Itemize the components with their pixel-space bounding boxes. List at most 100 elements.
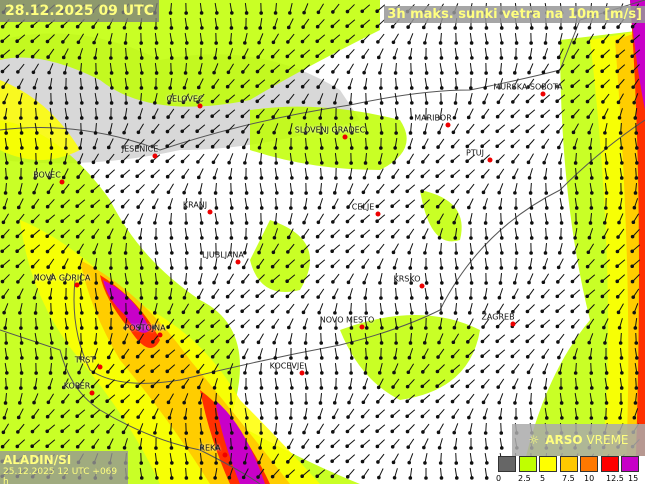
wind-arrow-head	[485, 57, 488, 60]
wind-arrow-head	[17, 431, 20, 434]
wind-arrow-head	[19, 312, 22, 315]
wind-arrow-head	[318, 101, 321, 104]
wind-arrow-head	[79, 72, 82, 75]
wind-arrow-head	[259, 447, 262, 450]
brand-name: ARSO	[545, 433, 582, 447]
wind-arrow-head	[32, 206, 35, 209]
wind-arrow-head	[500, 237, 503, 240]
wind-arrow-head	[601, 55, 604, 58]
wind-arrow-head	[392, 41, 395, 44]
wind-arrow-head	[530, 207, 533, 210]
wind-arrow-head	[184, 417, 187, 420]
wind-arrow-head	[155, 237, 158, 240]
wind-arrow-head	[361, 10, 364, 13]
wind-arrow-head	[107, 146, 110, 149]
wind-arrow-head	[350, 117, 353, 120]
wind-arrow-head	[228, 56, 231, 59]
wind-arrow-head	[514, 72, 517, 75]
wind-arrow-head	[169, 222, 172, 225]
wind-arrow-head	[485, 27, 488, 30]
wind-arrow-head	[3, 101, 6, 104]
wind-arrow-head	[245, 177, 248, 180]
wind-arrow-head	[376, 205, 379, 208]
wind-arrow-head	[242, 266, 245, 269]
wind-arrow-head	[184, 72, 187, 75]
wind-arrow-head	[211, 100, 214, 103]
brand-sub: VREME	[586, 433, 628, 447]
wind-arrow-head	[258, 356, 261, 359]
city-marker	[446, 123, 451, 128]
wind-arrow-head	[557, 71, 560, 74]
wind-arrow-head	[378, 476, 381, 479]
wind-arrow-head	[276, 192, 279, 195]
wind-arrow-head	[482, 116, 485, 119]
wind-arrow-head	[197, 161, 200, 164]
wind-arrow-head	[184, 282, 187, 285]
wind-arrow-head	[544, 252, 547, 255]
wind-arrow-head	[363, 386, 366, 389]
wind-arrow-head	[528, 386, 531, 389]
wind-arrow-head	[466, 370, 469, 373]
wind-arrow-head	[586, 100, 589, 103]
wind-arrow-head	[526, 115, 529, 118]
wind-arrow-head	[544, 42, 547, 45]
wind-arrow-head	[91, 400, 94, 403]
wind-arrow-head	[124, 42, 127, 45]
wind-arrow-head	[376, 235, 379, 238]
wind-arrow-head	[182, 176, 185, 179]
wind-arrow-head	[515, 207, 518, 210]
wind-arrow-head	[246, 207, 249, 210]
wind-arrow-head	[121, 160, 124, 163]
wind-arrow-head	[1, 250, 4, 253]
wind-arrow-head	[346, 250, 349, 253]
wind-arrow-head	[286, 280, 289, 283]
wind-arrow-head	[76, 220, 79, 223]
wind-arrow-head	[92, 161, 95, 164]
wind-arrow-head	[108, 446, 111, 449]
wind-arrow-head	[154, 432, 157, 435]
wind-arrow-head	[242, 131, 245, 134]
wind-arrow-head	[604, 342, 607, 345]
wind-arrow-head	[76, 430, 79, 433]
wind-arrow-head	[155, 297, 158, 300]
wind-arrow-head	[169, 297, 172, 300]
wind-arrow-head	[467, 401, 470, 404]
wind-arrow-head	[211, 355, 214, 358]
wind-arrow-head	[256, 70, 259, 73]
wind-arrow-head	[589, 147, 592, 150]
wind-arrow-head	[500, 267, 503, 270]
wind-arrow-head	[137, 341, 140, 344]
wind-arrow-head	[362, 56, 365, 59]
wind-arrow-head	[408, 251, 411, 254]
wind-arrow-head	[395, 297, 398, 300]
wind-arrow-head	[331, 250, 334, 253]
wind-arrow-head	[635, 132, 638, 135]
wind-arrow-head	[80, 327, 83, 330]
wind-arrow-head	[78, 371, 81, 374]
wind-arrow-head	[542, 281, 545, 284]
wind-arrow-head	[260, 12, 263, 15]
wind-arrow-head	[545, 402, 548, 405]
city-marker	[198, 104, 203, 109]
wind-arrow-head	[481, 385, 484, 388]
wind-arrow-head	[422, 356, 425, 359]
wind-arrow-head	[451, 385, 454, 388]
wind-arrow-head	[199, 72, 202, 75]
wind-arrow-head	[34, 102, 37, 105]
wind-arrow-head	[62, 56, 65, 59]
wind-arrow-head	[485, 267, 488, 270]
wind-arrow-head	[391, 430, 394, 433]
wind-arrow-head	[126, 282, 129, 285]
wind-arrow-head	[556, 295, 559, 298]
wind-arrow-head	[408, 41, 411, 44]
wind-arrow-head	[196, 130, 199, 133]
wind-arrow-head	[391, 400, 394, 403]
wind-arrow-head	[541, 340, 544, 343]
wind-arrow-head	[50, 327, 53, 330]
wind-arrow-head	[16, 55, 19, 58]
wind-arrow-head	[305, 192, 308, 195]
legend-swatch	[519, 456, 537, 472]
wind-arrow-head	[303, 221, 306, 224]
wind-arrow-head	[110, 312, 113, 315]
wind-arrow-head	[558, 356, 561, 359]
